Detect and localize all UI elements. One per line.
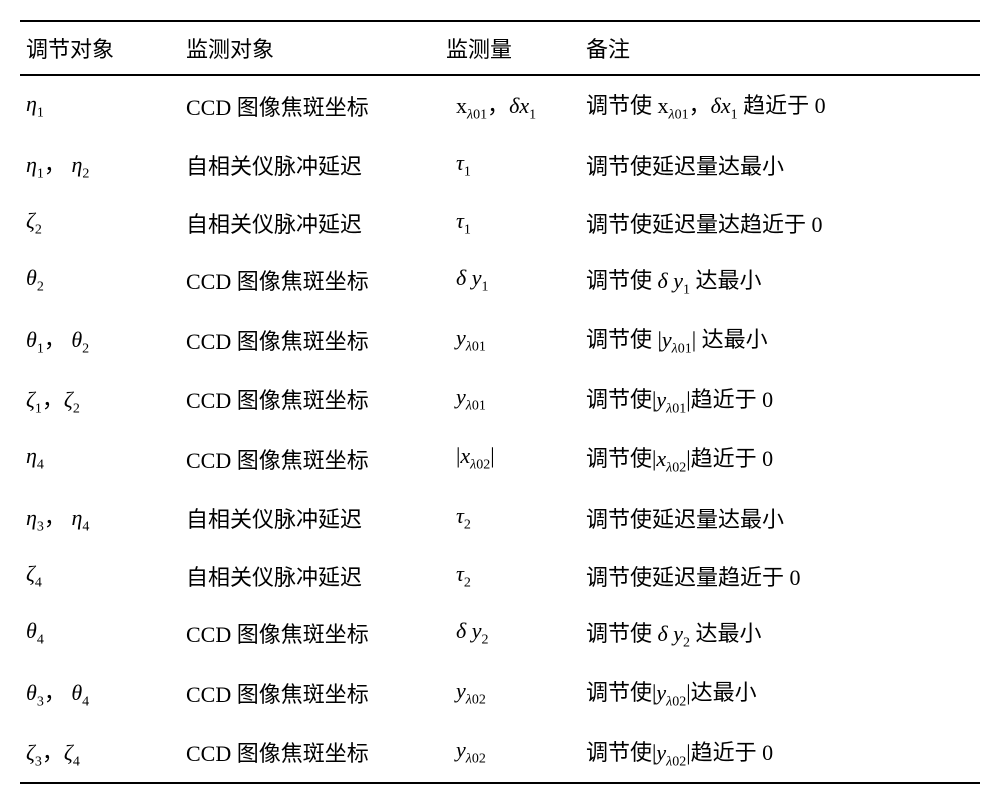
cell-monitor: 自相关仪脉冲延迟 [180, 195, 440, 251]
table-row: ζ4自相关仪脉冲延迟τ2调节使延迟量趋近于 0 [20, 548, 980, 604]
cell-measure: δ y2 [440, 604, 580, 663]
header-monitor: 监测对象 [180, 21, 440, 75]
cell-adjust: η1， η2 [20, 135, 180, 194]
cell-remark: 调节使|yλ02|趋近于 0 [580, 723, 980, 783]
cell-adjust: ζ4 [20, 548, 180, 604]
cell-adjust: η4 [20, 429, 180, 488]
cell-measure: yλ01 [440, 310, 580, 369]
cell-adjust: θ4 [20, 604, 180, 663]
cell-monitor: 自相关仪脉冲延迟 [180, 548, 440, 604]
cell-monitor: 自相关仪脉冲延迟 [180, 135, 440, 194]
cell-monitor: CCD 图像焦斑坐标 [180, 429, 440, 488]
table-row: ζ2自相关仪脉冲延迟τ1调节使延迟量达趋近于 0 [20, 195, 980, 251]
cell-adjust: ζ1，ζ2 [20, 370, 180, 429]
table-row: η3， η4自相关仪脉冲延迟τ2调节使延迟量达最小 [20, 488, 980, 547]
cell-remark: 调节使延迟量达最小 [580, 135, 980, 194]
cell-adjust: ζ2 [20, 195, 180, 251]
cell-remark: 调节使|yλ02|达最小 [580, 663, 980, 722]
cell-monitor: CCD 图像焦斑坐标 [180, 310, 440, 369]
cell-measure: xλ01，δx1 [440, 75, 580, 135]
header-remark: 备注 [580, 21, 980, 75]
cell-adjust: ζ3，ζ4 [20, 723, 180, 783]
table-row: θ2CCD 图像焦斑坐标δ y1调节使 δ y1 达最小 [20, 251, 980, 310]
cell-adjust: η3， η4 [20, 488, 180, 547]
cell-remark: 调节使 δ y1 达最小 [580, 251, 980, 310]
cell-monitor: CCD 图像焦斑坐标 [180, 251, 440, 310]
table-row: η1， η2自相关仪脉冲延迟τ1调节使延迟量达最小 [20, 135, 980, 194]
cell-remark: 调节使|xλ02|趋近于 0 [580, 429, 980, 488]
cell-measure: τ2 [440, 548, 580, 604]
cell-monitor: CCD 图像焦斑坐标 [180, 604, 440, 663]
cell-measure: τ1 [440, 195, 580, 251]
table-row: θ4CCD 图像焦斑坐标δ y2调节使 δ y2 达最小 [20, 604, 980, 663]
header-adjust: 调节对象 [20, 21, 180, 75]
cell-measure: yλ01 [440, 370, 580, 429]
table-header-row: 调节对象 监测对象 监测量 备注 [20, 21, 980, 75]
table-row: ζ1，ζ2CCD 图像焦斑坐标yλ01调节使|yλ01|趋近于 0 [20, 370, 980, 429]
cell-adjust: θ2 [20, 251, 180, 310]
cell-remark: 调节使 |yλ01| 达最小 [580, 310, 980, 369]
cell-remark: 调节使 xλ01，δx1 趋近于 0 [580, 75, 980, 135]
cell-monitor: CCD 图像焦斑坐标 [180, 723, 440, 783]
table-row: η4CCD 图像焦斑坐标|xλ02|调节使|xλ02|趋近于 0 [20, 429, 980, 488]
cell-adjust: η1 [20, 75, 180, 135]
cell-remark: 调节使 δ y2 达最小 [580, 604, 980, 663]
adjustment-table: 调节对象 监测对象 监测量 备注 η1CCD 图像焦斑坐标xλ01，δx1调节使… [20, 20, 980, 784]
cell-monitor: CCD 图像焦斑坐标 [180, 663, 440, 722]
cell-adjust: θ1， θ2 [20, 310, 180, 369]
cell-measure: τ1 [440, 135, 580, 194]
cell-remark: 调节使延迟量达趋近于 0 [580, 195, 980, 251]
cell-remark: 调节使延迟量趋近于 0 [580, 548, 980, 604]
table-row: θ3， θ4CCD 图像焦斑坐标yλ02调节使|yλ02|达最小 [20, 663, 980, 722]
cell-measure: δ y1 [440, 251, 580, 310]
table-row: η1CCD 图像焦斑坐标xλ01，δx1调节使 xλ01，δx1 趋近于 0 [20, 75, 980, 135]
cell-measure: τ2 [440, 488, 580, 547]
cell-monitor: 自相关仪脉冲延迟 [180, 488, 440, 547]
table-row: θ1， θ2CCD 图像焦斑坐标yλ01调节使 |yλ01| 达最小 [20, 310, 980, 369]
cell-remark: 调节使延迟量达最小 [580, 488, 980, 547]
cell-measure: yλ02 [440, 723, 580, 783]
cell-remark: 调节使|yλ01|趋近于 0 [580, 370, 980, 429]
cell-measure: |xλ02| [440, 429, 580, 488]
cell-measure: yλ02 [440, 663, 580, 722]
cell-monitor: CCD 图像焦斑坐标 [180, 75, 440, 135]
header-measure: 监测量 [440, 21, 580, 75]
table-row: ζ3，ζ4CCD 图像焦斑坐标yλ02调节使|yλ02|趋近于 0 [20, 723, 980, 783]
cell-monitor: CCD 图像焦斑坐标 [180, 370, 440, 429]
cell-adjust: θ3， θ4 [20, 663, 180, 722]
